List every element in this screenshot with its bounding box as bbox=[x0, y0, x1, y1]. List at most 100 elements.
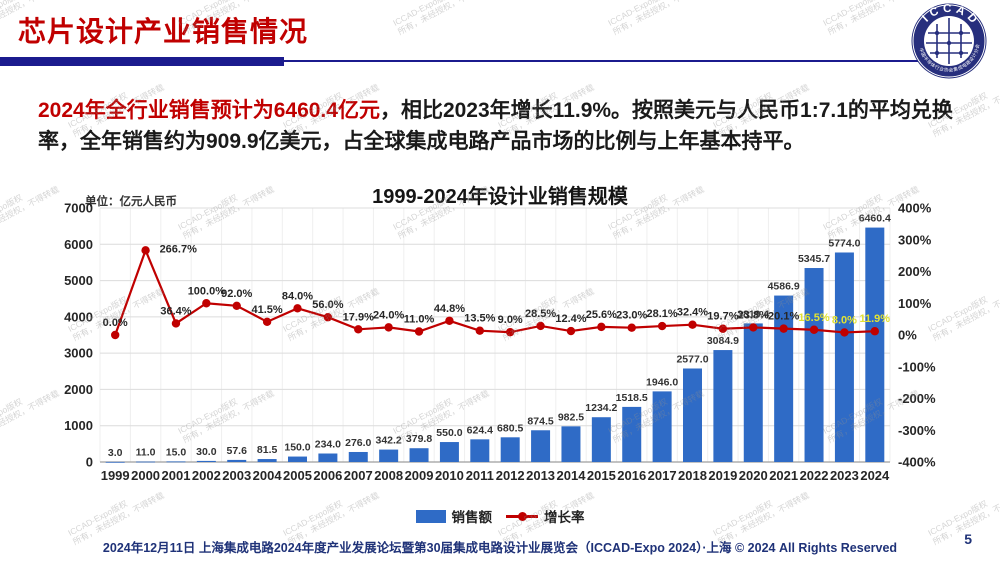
svg-text:2019: 2019 bbox=[708, 468, 737, 483]
svg-text:2017: 2017 bbox=[648, 468, 677, 483]
svg-text:276.0: 276.0 bbox=[345, 437, 371, 449]
svg-text:2009: 2009 bbox=[405, 468, 434, 483]
svg-text:2015: 2015 bbox=[587, 468, 616, 483]
intro-rest: ，相比2023年增长11.9%。按照美元与人民币1:7.1的平均兑换率，全年销售… bbox=[38, 99, 953, 153]
footer-text: 2024年12月11日 上海集成电路2024年度产业发展论坛暨第30届集成电路设… bbox=[102, 541, 898, 555]
watermark-text: ICCAD-Expo版权 所有，未经授权，不得转载 bbox=[606, 0, 706, 37]
svg-text:8.0%: 8.0% bbox=[832, 314, 857, 326]
legend-growth-label: 增长率 bbox=[544, 510, 585, 525]
svg-text:2003: 2003 bbox=[222, 468, 251, 483]
svg-text:550.0: 550.0 bbox=[436, 427, 462, 439]
svg-text:15.0: 15.0 bbox=[166, 446, 187, 458]
chart-unit-label: 单位：亿元人民币 bbox=[85, 196, 177, 208]
svg-text:3000: 3000 bbox=[64, 346, 93, 361]
chart-title: 1999-2024年设计业销售规模 bbox=[372, 186, 628, 208]
svg-text:2005: 2005 bbox=[283, 468, 312, 483]
svg-text:1999: 1999 bbox=[101, 468, 130, 483]
svg-text:-300%: -300% bbox=[898, 423, 936, 438]
svg-text:5000: 5000 bbox=[64, 273, 93, 288]
svg-text:2024: 2024 bbox=[860, 468, 890, 483]
svg-text:32.4%: 32.4% bbox=[677, 307, 708, 319]
legend-item-growth: 增长率 bbox=[506, 506, 585, 526]
iccad-logo-icon: ICCAD 中国半导体行业协会集成电路设计分会 bbox=[911, 3, 987, 79]
svg-text:1000: 1000 bbox=[64, 418, 93, 433]
svg-text:3.0: 3.0 bbox=[108, 447, 123, 459]
svg-text:624.4: 624.4 bbox=[467, 424, 493, 436]
svg-text:28.5%: 28.5% bbox=[525, 308, 556, 320]
svg-text:20.1%: 20.1% bbox=[768, 311, 799, 323]
watermark-text: ICCAD-Expo版权 所有，未经授权，不得转载 bbox=[391, 0, 491, 37]
svg-text:23.0%: 23.0% bbox=[616, 310, 647, 322]
svg-text:19.7%: 19.7% bbox=[707, 311, 738, 323]
svg-text:30.0: 30.0 bbox=[196, 446, 217, 458]
svg-text:100%: 100% bbox=[898, 296, 932, 311]
svg-text:12.4%: 12.4% bbox=[555, 313, 586, 325]
svg-text:11.0%: 11.0% bbox=[404, 314, 435, 326]
intro-highlight: 2024年全行业销售预计为6460.4亿元 bbox=[38, 99, 380, 122]
svg-text:-100%: -100% bbox=[898, 359, 936, 374]
svg-text:1518.5: 1518.5 bbox=[616, 392, 648, 404]
svg-text:680.5: 680.5 bbox=[497, 422, 523, 434]
watermark-text: ICCAD-Expo版权 所有，未经授权，不得转载 bbox=[821, 0, 921, 37]
svg-text:41.5%: 41.5% bbox=[252, 304, 283, 316]
svg-text:-200%: -200% bbox=[898, 391, 936, 406]
svg-text:-400%: -400% bbox=[898, 455, 936, 470]
svg-text:9.0%: 9.0% bbox=[498, 314, 523, 326]
svg-text:23.8%: 23.8% bbox=[738, 309, 769, 321]
legend-item-sales: 销售额 bbox=[415, 506, 493, 526]
svg-text:0: 0 bbox=[86, 455, 93, 470]
svg-text:2000: 2000 bbox=[64, 382, 93, 397]
svg-text:7000: 7000 bbox=[64, 201, 93, 216]
svg-text:2008: 2008 bbox=[374, 468, 403, 483]
svg-text:57.6: 57.6 bbox=[227, 445, 248, 457]
svg-text:17.9%: 17.9% bbox=[343, 311, 374, 323]
svg-text:1234.2: 1234.2 bbox=[585, 402, 617, 414]
svg-text:2020: 2020 bbox=[739, 468, 768, 483]
svg-text:36.4%: 36.4% bbox=[160, 305, 191, 317]
svg-text:2002: 2002 bbox=[192, 468, 221, 483]
svg-text:2016: 2016 bbox=[617, 468, 646, 483]
svg-text:234.0: 234.0 bbox=[315, 439, 341, 451]
svg-text:13.5%: 13.5% bbox=[464, 313, 495, 325]
title-underline-thick bbox=[0, 57, 284, 66]
svg-text:300%: 300% bbox=[898, 232, 932, 247]
svg-text:874.5: 874.5 bbox=[527, 415, 553, 427]
svg-text:342.2: 342.2 bbox=[376, 435, 402, 447]
svg-text:2022: 2022 bbox=[800, 468, 829, 483]
svg-text:84.0%: 84.0% bbox=[282, 290, 313, 302]
svg-text:2011: 2011 bbox=[466, 468, 494, 483]
svg-text:2021: 2021 bbox=[769, 468, 798, 483]
svg-text:2007: 2007 bbox=[344, 468, 373, 483]
svg-text:4586.9: 4586.9 bbox=[768, 281, 800, 293]
svg-text:16.5%: 16.5% bbox=[798, 312, 829, 324]
svg-text:200%: 200% bbox=[898, 264, 932, 279]
sales-chart: 0 1000 2000 3000 4000 5000 6000 7000 -400% -300% -… bbox=[64, 201, 936, 484]
svg-text:3819.4: 3819.4 bbox=[737, 308, 769, 320]
svg-text:11.0: 11.0 bbox=[136, 447, 156, 459]
bar-swatch-icon bbox=[415, 509, 446, 523]
svg-text:2000: 2000 bbox=[131, 468, 160, 483]
svg-text:0.0%: 0.0% bbox=[103, 317, 128, 329]
svg-text:100.0%: 100.0% bbox=[188, 285, 226, 297]
svg-text:5774.0: 5774.0 bbox=[828, 237, 860, 249]
intro-paragraph: 2024年全行业销售预计为6460.4亿元，相比2023年增长11.9%。按照美… bbox=[38, 95, 964, 157]
svg-text:6460.4: 6460.4 bbox=[859, 213, 891, 225]
svg-text:4000: 4000 bbox=[64, 309, 93, 324]
svg-text:2014: 2014 bbox=[557, 468, 587, 483]
svg-text:982.5: 982.5 bbox=[558, 411, 584, 423]
svg-text:25.6%: 25.6% bbox=[586, 309, 617, 321]
svg-text:1946.0: 1946.0 bbox=[646, 376, 678, 388]
svg-text:2010: 2010 bbox=[435, 468, 464, 483]
svg-text:24.0%: 24.0% bbox=[373, 309, 404, 321]
svg-text:56.0%: 56.0% bbox=[312, 299, 343, 311]
svg-text:2577.0: 2577.0 bbox=[676, 353, 708, 365]
svg-text:92.0%: 92.0% bbox=[221, 288, 252, 300]
svg-text:44.8%: 44.8% bbox=[434, 303, 465, 315]
svg-text:6000: 6000 bbox=[64, 237, 93, 252]
svg-text:400%: 400% bbox=[898, 201, 932, 216]
svg-text:2013: 2013 bbox=[526, 468, 555, 483]
svg-text:28.1%: 28.1% bbox=[647, 308, 678, 320]
legend-sales-label: 销售额 bbox=[451, 510, 493, 525]
svg-text:2001: 2001 bbox=[162, 468, 191, 483]
line-swatch-icon bbox=[506, 511, 538, 521]
